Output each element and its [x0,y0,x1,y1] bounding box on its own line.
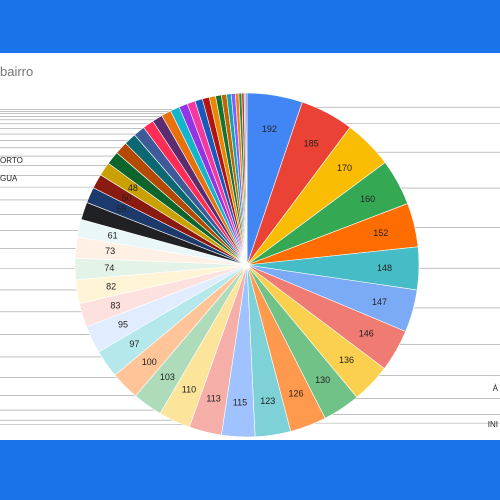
chart-card: bairro 192 185 170 160 152 148 147 146 136 130 126… [0,53,500,440]
slice-value-label: 100 [142,357,157,367]
slice-value-label: 136 [339,355,354,365]
slice-value-label: 160 [360,194,375,204]
pie-slice[interactable] [245,92,248,266]
slice-value-label: 55 [116,204,126,214]
slice-value-label: 113 [206,393,220,403]
slice-value-label: 126 [288,389,303,399]
slice-value-label: 148 [377,263,392,273]
slice-value-label: 61 [111,217,121,227]
legend-label: GUA [0,174,18,183]
legend-label: À [493,384,499,393]
slice-value-label: 170 [337,163,352,173]
slice-value-label: 95 [118,320,128,330]
slice-value-label: 146 [359,329,374,339]
slice-value-label: 50 [122,193,132,203]
slice-value-label: 97 [129,339,139,349]
slice-value-label: 192 [262,124,277,134]
slice-value-label: 61 [108,230,118,240]
slice-value-label: 48 [128,183,138,193]
slice-value-label: 123 [260,396,275,406]
legend-label: INI [488,420,498,429]
chart-title: bairro [0,64,34,79]
slice-value-label: 152 [373,228,388,238]
slice-value-label: 103 [160,372,175,382]
slice-value-label: 185 [304,138,319,148]
slice-value-label: 130 [315,375,330,385]
slice-value-label: 115 [233,397,247,407]
legend-label: ORTO [0,156,23,165]
slice-value-label: 73 [105,246,115,256]
slice-value-label: 74 [104,263,114,273]
slice-value-label: 110 [182,385,196,395]
pie-chart: 192 185 170 160 152 148 147 146 136 130 126 123 115 1… [0,92,500,438]
slice-value-label: 83 [110,300,120,310]
slice-value-label: 82 [106,281,116,291]
slice-value-label: 147 [372,297,387,307]
